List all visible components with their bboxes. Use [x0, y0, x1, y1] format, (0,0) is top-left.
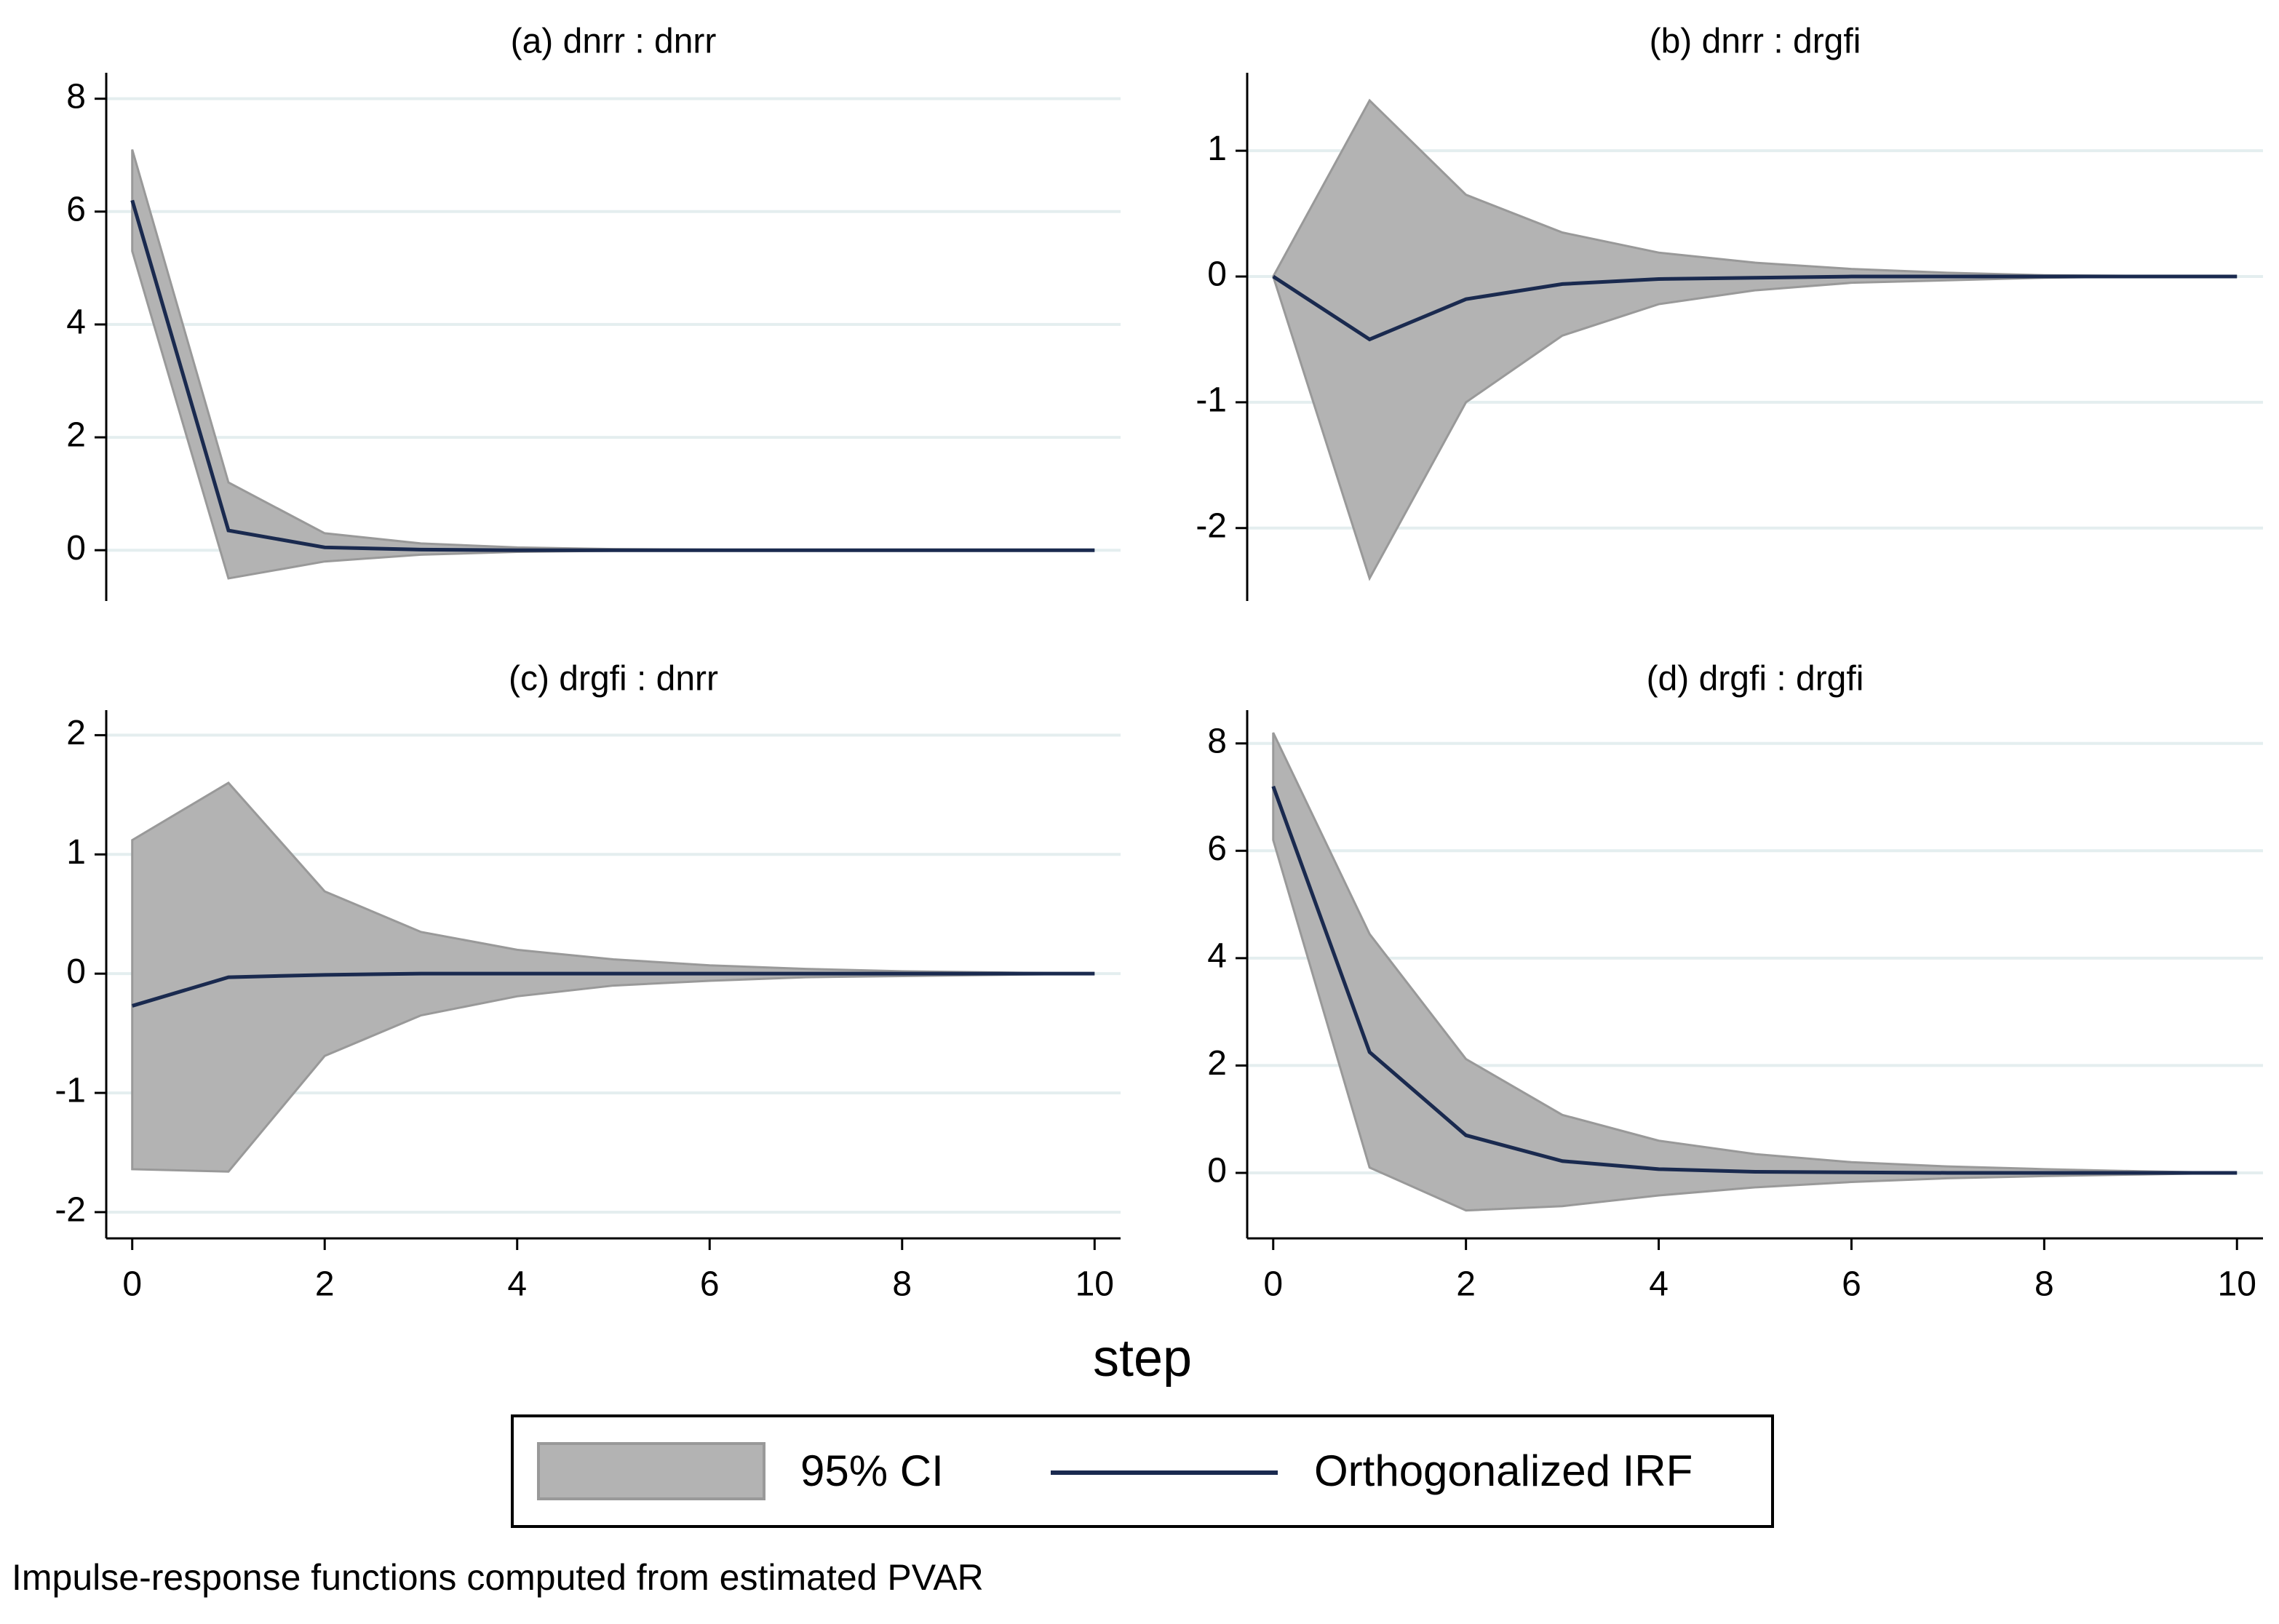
panel-title: (a) dnrr : dnrr [511, 23, 717, 61]
irf-line [1272, 274, 2238, 342]
y-tick-label: 2 [66, 714, 86, 752]
note: Impulse-response functions computed from… [12, 1557, 984, 1598]
legend-label: Orthogonalized IRF [1314, 1446, 1693, 1495]
panel-title: (b) dnrr : drgfi [1650, 23, 1861, 61]
x-tick-label: 10 [2218, 1265, 2256, 1304]
x-tick-label: 8 [2035, 1265, 2054, 1304]
y-tick-label: -1 [1196, 381, 1227, 420]
x-tick-label: 2 [315, 1265, 335, 1304]
y-tick-label: 1 [1207, 130, 1227, 168]
panel-title: (c) drgfi : dnrr [509, 660, 718, 698]
y-tick-label: 8 [1207, 722, 1227, 760]
y-tick-label: 0 [66, 529, 86, 568]
x-tick-label: 0 [1263, 1265, 1283, 1304]
x-tick-label: 6 [700, 1265, 720, 1304]
y-tick-label: 4 [1207, 937, 1227, 976]
panel-title: (d) drgfi : drgfi [1647, 660, 1864, 698]
x-tick-label: 8 [892, 1265, 912, 1304]
y-tick-label: -2 [55, 1191, 86, 1230]
irf-line [131, 971, 1095, 1008]
y-tick-label: 0 [66, 952, 86, 991]
y-tick-label: 1 [66, 833, 86, 872]
y-tick-label: 0 [1207, 1152, 1227, 1190]
y-tick-label: 8 [66, 77, 86, 116]
y-tick-label: 6 [1207, 829, 1227, 868]
y-tick-label: 0 [1207, 255, 1227, 294]
legend-swatch [537, 1442, 765, 1500]
irf-line [130, 199, 1095, 552]
legend-label: 95% CI [800, 1446, 944, 1495]
y-tick-label: -2 [1196, 506, 1227, 545]
y-tick-label: 4 [66, 303, 86, 342]
y-tick-label: 2 [1207, 1044, 1227, 1083]
y-tick-label: 6 [66, 190, 86, 228]
y-tick-label: -1 [55, 1072, 86, 1110]
irf-line [1271, 785, 2238, 1175]
x-tick-label: 2 [1456, 1265, 1476, 1304]
x-tick-label: 4 [507, 1265, 527, 1304]
x-axis-label: step [1093, 1329, 1192, 1388]
y-tick-label: 2 [66, 416, 86, 455]
x-tick-label: 10 [1075, 1265, 1114, 1304]
x-tick-label: 4 [1649, 1265, 1669, 1304]
x-tick-label: 0 [122, 1265, 142, 1304]
x-tick-label: 6 [1842, 1265, 1861, 1304]
